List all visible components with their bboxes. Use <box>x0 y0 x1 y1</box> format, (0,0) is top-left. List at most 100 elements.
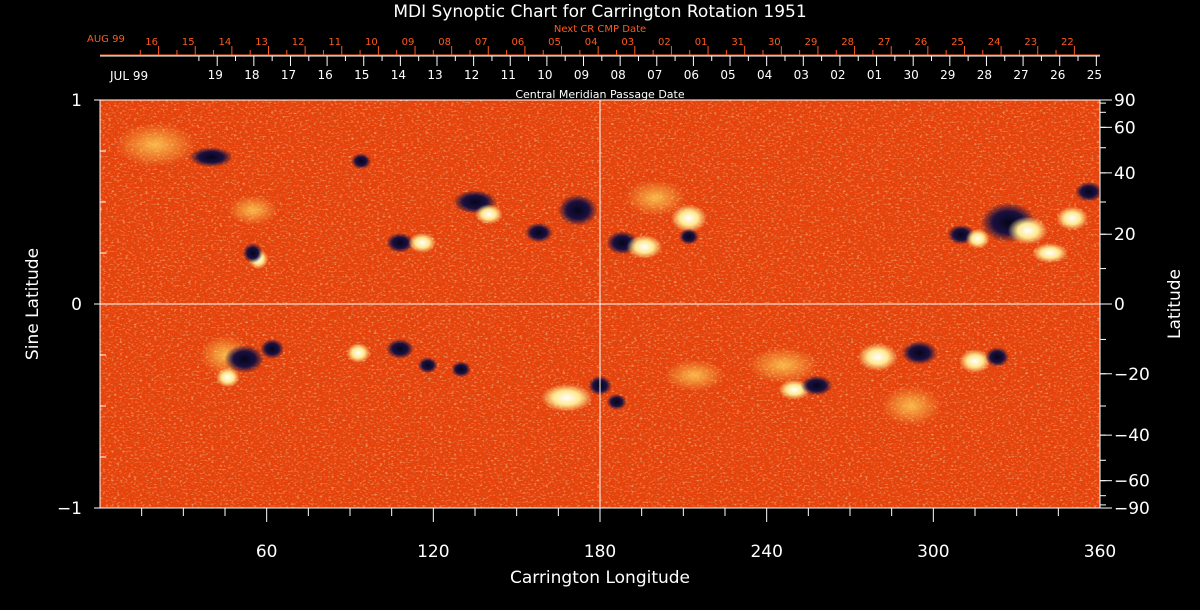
negative-polarity-region <box>901 340 938 365</box>
current-date-label: 13 <box>427 68 442 82</box>
y-left-tick-label: 1 <box>71 91 82 111</box>
current-date-label: 25 <box>1087 68 1102 82</box>
positive-polarity-region <box>408 232 437 253</box>
positive-polarity-region <box>626 234 663 259</box>
current-date-label: 02 <box>830 68 845 82</box>
current-date-label: 04 <box>757 68 772 82</box>
current-date-label: 26 <box>1050 68 1065 82</box>
x-tick-label: 240 <box>750 542 782 562</box>
positive-polarity-region <box>664 359 725 392</box>
next-date-label: 30 <box>768 37 781 48</box>
next-date-label: 28 <box>841 37 854 48</box>
next-date-label: 10 <box>365 37 378 48</box>
negative-polarity-region <box>557 194 598 227</box>
positive-polarity-region <box>670 204 707 233</box>
chart-title: MDI Synoptic Chart for Carrington Rotati… <box>393 2 806 22</box>
x-tick-label: 300 <box>917 542 949 562</box>
negative-polarity-region <box>678 228 699 245</box>
positive-polarity-region <box>881 386 942 426</box>
negative-polarity-region <box>451 361 472 378</box>
current-date-label: 18 <box>244 68 259 82</box>
x-tick-label: 60 <box>256 542 278 562</box>
y-right-tick-label: −90 <box>1114 499 1150 519</box>
current-date-label: 03 <box>794 68 809 82</box>
current-date-label: 12 <box>464 68 479 82</box>
positive-polarity-region <box>965 228 990 249</box>
current-date-label: 09 <box>574 68 589 82</box>
next-date-label: 24 <box>988 37 1001 48</box>
negative-polarity-region <box>224 345 265 374</box>
next-date-label: 07 <box>475 37 488 48</box>
negative-polarity-region <box>524 222 553 243</box>
y-right-tick-label: −60 <box>1114 472 1150 492</box>
next-date-label: 26 <box>914 37 927 48</box>
current-date-label: 11 <box>501 68 516 82</box>
current-rotation-month: JUL 99 <box>109 69 148 83</box>
current-date-label: 17 <box>281 68 296 82</box>
next-date-label: 25 <box>951 37 964 48</box>
negative-polarity-region <box>800 375 833 396</box>
y-axis-right-label: Latitude <box>1165 269 1185 339</box>
negative-polarity-region <box>985 347 1010 368</box>
central-meridian-passage-title: Central Meridian Passage Date <box>515 88 684 101</box>
positive-polarity-region <box>540 383 593 412</box>
next-date-label: 05 <box>548 37 561 48</box>
negative-polarity-region <box>386 232 414 253</box>
positive-polarity-region <box>857 343 898 372</box>
next-date-label: 13 <box>255 37 268 48</box>
next-date-label: 11 <box>328 37 341 48</box>
current-date-label: 07 <box>647 68 662 82</box>
current-date-label: 15 <box>354 68 369 82</box>
current-rotation-date-labels: 19 18 17 16 15 14 13 12 11 10 09 08 07 06 05 04 03 02 01 30… <box>208 68 1102 82</box>
positive-polarity-region <box>1056 206 1089 231</box>
next-date-label: 27 <box>878 37 891 48</box>
next-date-label: 15 <box>182 37 195 48</box>
y-axis-left: 1 0 −1 <box>57 91 106 519</box>
current-date-label: 01 <box>867 68 882 82</box>
current-date-label: 28 <box>977 68 992 82</box>
positive-polarity-region <box>346 342 371 363</box>
positive-polarity-region <box>1007 216 1048 245</box>
y-right-tick-label: 0 <box>1114 295 1125 315</box>
positive-polarity-region <box>215 367 240 388</box>
next-date-label: 01 <box>695 37 708 48</box>
negative-polarity-region <box>386 338 414 359</box>
current-date-label: 14 <box>391 68 406 82</box>
x-tick-label: 180 <box>584 542 616 562</box>
current-date-label: 08 <box>611 68 626 82</box>
x-tick-label: 360 <box>1084 542 1116 562</box>
current-date-label: 10 <box>537 68 552 82</box>
next-date-label: 02 <box>658 37 671 48</box>
x-axis-label: Carrington Longitude <box>510 568 690 588</box>
next-date-label: 12 <box>292 37 305 48</box>
current-date-label: 30 <box>904 68 919 82</box>
positive-polarity-region <box>227 195 278 226</box>
positive-polarity-region <box>748 347 819 384</box>
negative-polarity-region <box>242 243 263 263</box>
x-axis: 60 120 180 240 300 360 <box>141 508 1116 562</box>
next-date-label: 22 <box>1061 37 1074 48</box>
y-right-tick-label: −40 <box>1114 426 1150 446</box>
next-date-label: 23 <box>1024 37 1037 48</box>
next-date-label: 04 <box>585 37 598 48</box>
negative-polarity-region <box>351 153 372 170</box>
y-left-tick-label: −1 <box>57 499 82 519</box>
negative-polarity-region <box>189 147 234 168</box>
y-left-tick-label: 0 <box>71 295 82 315</box>
next-rotation-month: AUG 99 <box>87 34 125 45</box>
negative-polarity-region <box>260 338 285 359</box>
positive-polarity-region <box>959 349 991 374</box>
next-date-label: 09 <box>402 37 415 48</box>
current-date-label: 27 <box>1013 68 1028 82</box>
y-axis-left-label: Sine Latitude <box>23 248 43 360</box>
next-rotation-axis-title: Next CR CMP Date <box>554 24 646 35</box>
next-date-label: 31 <box>731 37 744 48</box>
current-date-label: 19 <box>208 68 223 82</box>
negative-polarity-region <box>606 393 627 410</box>
next-date-label: 06 <box>512 37 525 48</box>
y-right-tick-label: −20 <box>1114 365 1150 385</box>
next-date-label: 29 <box>805 37 818 48</box>
negative-polarity-region <box>1074 181 1100 202</box>
x-tick-label: 120 <box>417 542 449 562</box>
